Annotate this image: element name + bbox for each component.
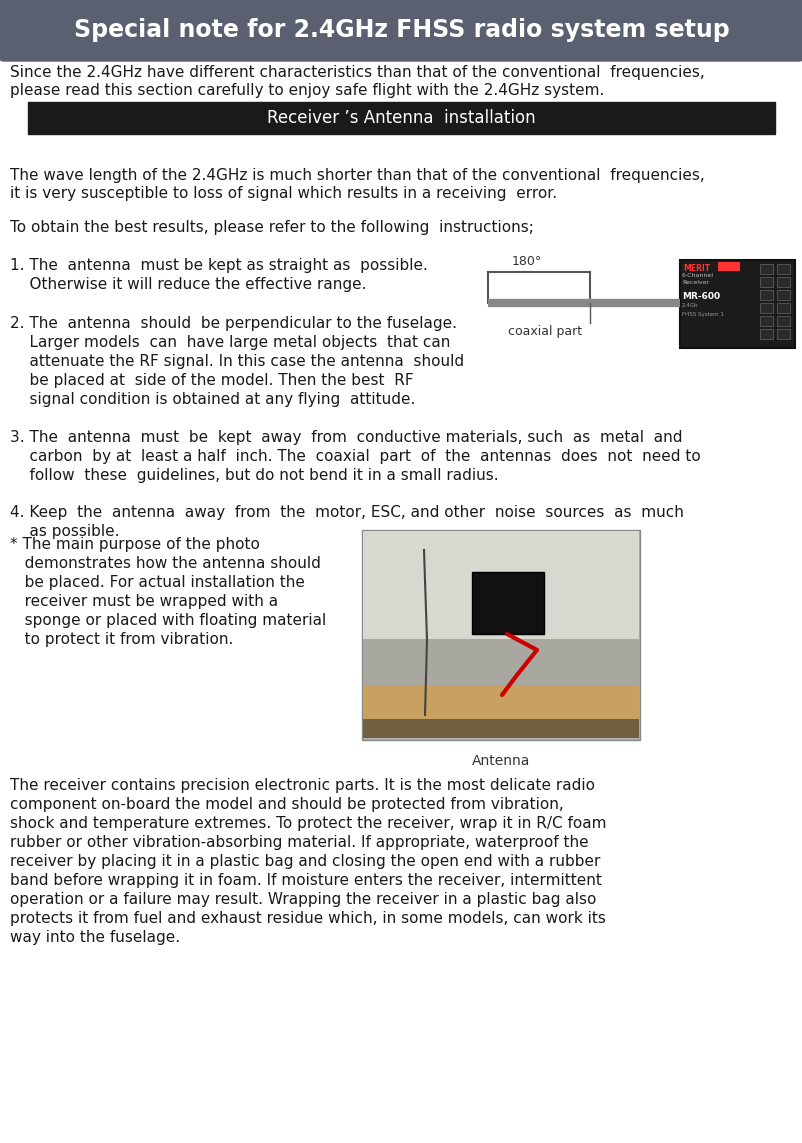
Bar: [759, 315, 772, 326]
Text: please read this section carefully to enjoy safe flight with the 2.4GHz system.: please read this section carefully to en…: [10, 83, 604, 98]
Bar: [759, 264, 772, 274]
Bar: [28, 102, 774, 134]
Text: Otherwise it will reduce the effective range.: Otherwise it will reduce the effective r…: [10, 277, 366, 291]
Text: signal condition is obtained at any flying  attitude.: signal condition is obtained at any flyi…: [10, 392, 415, 407]
Text: attenuate the RF signal. In this case the antenna  should: attenuate the RF signal. In this case th…: [10, 354, 464, 369]
Text: be placed. For actual installation the: be placed. For actual installation the: [10, 575, 305, 590]
Text: component on-board the model and should be protected from vibration,: component on-board the model and should …: [10, 797, 563, 812]
Text: FHSS System 1: FHSS System 1: [681, 312, 723, 317]
Bar: [362, 530, 639, 740]
Text: MERIT: MERIT: [683, 264, 709, 273]
Text: Antenna: Antenna: [472, 754, 529, 768]
Text: 4. Keep  the  antenna  away  from  the  motor, ESC, and other  noise  sources  a: 4. Keep the antenna away from the motor,…: [10, 505, 683, 520]
Bar: [472, 572, 543, 634]
Text: Special note for 2.4GHz FHSS radio system setup: Special note for 2.4GHz FHSS radio syste…: [74, 18, 728, 42]
Text: demonstrates how the antenna should: demonstrates how the antenna should: [10, 555, 321, 572]
Text: follow  these  guidelines, but do not bend it in a small radius.: follow these guidelines, but do not bend…: [10, 467, 498, 483]
Text: to protect it from vibration.: to protect it from vibration.: [10, 632, 233, 647]
Text: 2. The  antenna  should  be perpendicular to the fuselage.: 2. The antenna should be perpendicular t…: [10, 315, 456, 331]
Text: * The main purpose of the photo: * The main purpose of the photo: [10, 537, 260, 552]
Bar: [363, 531, 638, 640]
Text: sponge or placed with floating material: sponge or placed with floating material: [10, 613, 326, 628]
Text: To obtain the best results, please refer to the following  instructions;: To obtain the best results, please refer…: [10, 219, 533, 235]
Bar: [679, 259, 794, 347]
Text: shock and temperature extremes. To protect the receiver, wrap it in R/C foam: shock and temperature extremes. To prote…: [10, 816, 606, 831]
FancyBboxPatch shape: [0, 0, 802, 61]
Text: 180°: 180°: [512, 255, 541, 267]
Bar: [759, 303, 772, 313]
Text: it is very susceptible to loss of signal which results in a receiving  error.: it is very susceptible to loss of signal…: [10, 186, 557, 201]
Text: rubber or other vibration-absorbing material. If appropriate, waterproof the: rubber or other vibration-absorbing mate…: [10, 836, 588, 850]
Text: Larger models  can  have large metal objects  that can: Larger models can have large metal objec…: [10, 335, 450, 350]
Text: 6-Channel: 6-Channel: [681, 273, 713, 278]
Text: operation or a failure may result. Wrapping the receiver in a plastic bag also: operation or a failure may result. Wrapp…: [10, 892, 596, 908]
Bar: [776, 303, 789, 313]
Text: 3. The  antenna  must  be  kept  away  from  conductive materials, such  as  met: 3. The antenna must be kept away from co…: [10, 430, 682, 445]
Text: as possible.: as possible.: [10, 523, 119, 539]
Bar: [776, 329, 789, 339]
Bar: [363, 719, 638, 738]
Text: The wave length of the 2.4GHz is much shorter than that of the conventional  fre: The wave length of the 2.4GHz is much sh…: [10, 168, 704, 183]
Bar: [759, 329, 772, 339]
Bar: [776, 290, 789, 299]
Text: carbon  by at  least a half  inch. The  coaxial  part  of  the  antennas  does  : carbon by at least a half inch. The coax…: [10, 449, 700, 464]
Bar: [363, 639, 638, 686]
Bar: [363, 686, 638, 719]
Text: Receiver: Receiver: [681, 280, 708, 285]
Text: coaxial part: coaxial part: [508, 325, 581, 338]
Bar: [759, 277, 772, 287]
Text: receiver must be wrapped with a: receiver must be wrapped with a: [10, 594, 277, 609]
Bar: [759, 290, 772, 299]
Text: MR-600: MR-600: [681, 291, 719, 301]
Text: band before wrapping it in foam. If moisture enters the receiver, intermittent: band before wrapping it in foam. If mois…: [10, 873, 602, 888]
Text: receiver by placing it in a plastic bag and closing the open end with a rubber: receiver by placing it in a plastic bag …: [10, 854, 600, 869]
Bar: [776, 315, 789, 326]
Text: 1. The  antenna  must be kept as straight as  possible.: 1. The antenna must be kept as straight …: [10, 258, 427, 273]
Text: be placed at  side of the model. Then the best  RF: be placed at side of the model. Then the…: [10, 373, 413, 387]
Text: 2.4Gb: 2.4Gb: [681, 303, 698, 307]
Text: protects it from fuel and exhaust residue which, in some models, can work its: protects it from fuel and exhaust residu…: [10, 911, 606, 926]
Text: way into the fuselage.: way into the fuselage.: [10, 930, 180, 945]
Text: Since the 2.4GHz have different characteristics than that of the conventional  f: Since the 2.4GHz have different characte…: [10, 65, 704, 80]
Text: Receiver ’s Antenna  installation: Receiver ’s Antenna installation: [267, 109, 535, 127]
Text: The receiver contains precision electronic parts. It is the most delicate radio: The receiver contains precision electron…: [10, 778, 594, 793]
Bar: [776, 264, 789, 274]
Bar: [776, 277, 789, 287]
Bar: [717, 262, 739, 271]
